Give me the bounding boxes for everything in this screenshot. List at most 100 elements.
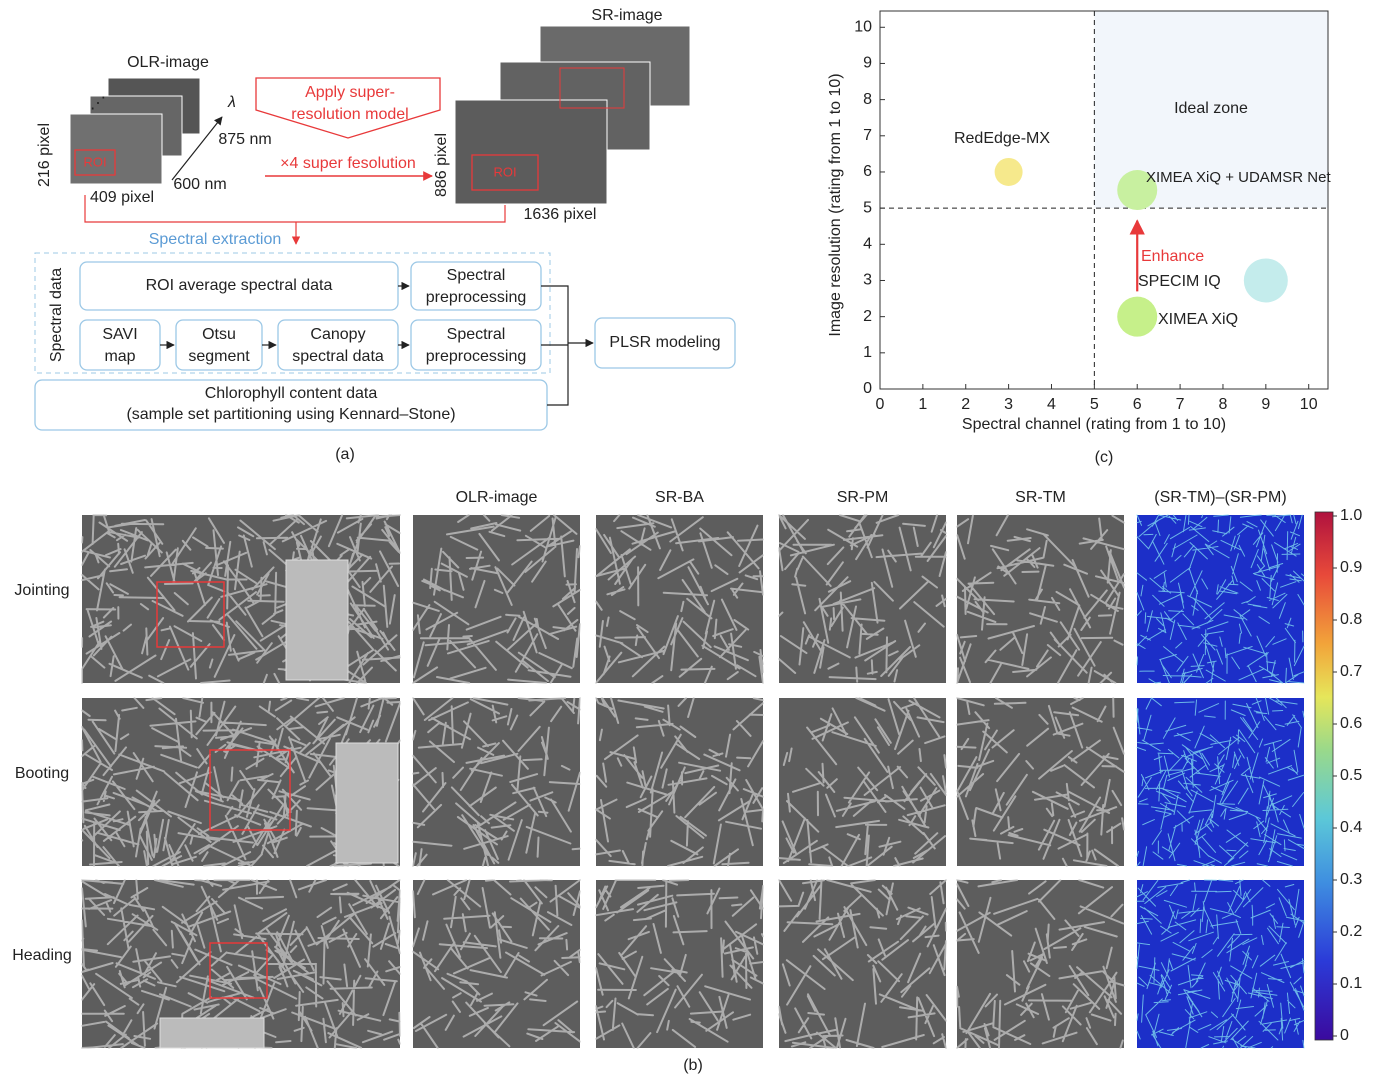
point-label: RedEdge-MX	[954, 130, 1050, 147]
wavelength-label: 600 nm	[173, 176, 226, 193]
panel-b: (b) OLR-image SR-BA SR-PM SR-TM (SR-TM)–(SR-…	[12, 489, 1362, 1074]
box-text: Chlorophyll content data	[205, 385, 378, 402]
caption: (c)	[1095, 449, 1114, 466]
box-text: Spectral	[447, 267, 506, 284]
y-tick-label: 6	[863, 163, 872, 180]
colorbar	[1315, 512, 1333, 1040]
x-tick-label: 3	[1004, 396, 1013, 413]
colorbar-tick-label: 0.9	[1340, 559, 1362, 576]
image-layer	[70, 114, 162, 184]
y-tick-label: 0	[863, 380, 872, 397]
y-tick-label: 8	[863, 91, 872, 108]
x-tick-label: 4	[1047, 396, 1056, 413]
row-label: Heading	[12, 947, 72, 964]
point	[1117, 297, 1157, 337]
olr-stack: ROI ⋰	[70, 78, 200, 184]
point	[995, 158, 1023, 186]
point-label: SPECIM IQ	[1138, 273, 1221, 290]
colorbar-tick-label: 0.1	[1340, 975, 1362, 992]
colorbar-tick-label: 0.3	[1340, 871, 1362, 888]
point	[1244, 258, 1288, 302]
colorbar-tick-label: 1.0	[1340, 507, 1362, 524]
model-text: Apply super-	[305, 84, 395, 101]
y-tick-label: 4	[863, 236, 872, 253]
extraction-label: Spectral extraction	[149, 231, 282, 248]
box-text: Otsu	[202, 326, 236, 343]
caption: (b)	[683, 1057, 703, 1074]
scale-text: ×4 super fesolution	[280, 155, 416, 172]
x-axis-label: Spectral channel (rating from 1 to 10)	[962, 416, 1226, 433]
point-label: XIMEA XiQ	[1158, 311, 1238, 328]
y-tick-label: 5	[863, 199, 872, 216]
x-tick-label: 10	[1300, 396, 1318, 413]
colorbar-tick-label: 0.2	[1340, 923, 1362, 940]
box-text: map	[104, 348, 135, 365]
x-tick-label: 6	[1133, 396, 1142, 413]
box-text: preprocessing	[426, 348, 527, 365]
x-tick-label: 1	[918, 396, 927, 413]
annotation: Ideal zone	[1174, 100, 1248, 117]
page: ROI ⋰ OLR-image 216 pixel 409 pixel λ 87…	[0, 0, 1384, 1087]
y-tick-label: 10	[854, 18, 872, 35]
column-header: OLR-image	[456, 489, 538, 506]
box-text: ROI average spectral data	[146, 277, 333, 294]
x-tick-label: 8	[1219, 396, 1228, 413]
color-card	[286, 560, 348, 680]
column-header: SR-TM	[1015, 489, 1066, 506]
box-text: spectral data	[292, 348, 384, 365]
dim-label: 216 pixel	[36, 123, 53, 187]
panel-c: Ideal zone Enhance (c) Spectral channel …	[827, 11, 1331, 466]
box-text: (sample set partitioning using Kennard–S…	[126, 406, 455, 423]
panel-a: ROI ⋰ OLR-image 216 pixel 409 pixel λ 87…	[35, 7, 735, 463]
x-tick-label: 2	[961, 396, 970, 413]
colorbar-tick-label: 0.6	[1340, 715, 1362, 732]
row-label: Jointing	[14, 582, 69, 599]
dim-label: 409 pixel	[90, 189, 154, 206]
model-text: resolution model	[291, 106, 408, 123]
colorbar-tick-label: 0	[1340, 1027, 1349, 1044]
x-tick-label: 0	[876, 396, 885, 413]
box-text: segment	[188, 348, 250, 365]
sr-title: SR-image	[591, 7, 662, 24]
y-axis-label: Image resolution (rating from 1 to 10)	[827, 73, 844, 336]
x-tick-label: 9	[1261, 396, 1270, 413]
y-tick-label: 3	[863, 272, 872, 289]
x-tick-label: 7	[1176, 396, 1185, 413]
box-text: Canopy	[310, 326, 365, 343]
roi-label: ROI	[493, 164, 516, 179]
ellipsis: ⋰	[90, 95, 106, 112]
y-tick-label: 1	[863, 344, 872, 361]
x-tick-label: 5	[1090, 396, 1099, 413]
roi-label: ROI	[83, 154, 106, 169]
colorbar-tick-label: 0.5	[1340, 767, 1362, 784]
dim-label: 886 pixel	[433, 133, 450, 197]
row-label: Booting	[15, 765, 69, 782]
figure: ROI ⋰ OLR-image 216 pixel 409 pixel λ 87…	[0, 0, 1384, 1082]
lambda-label: λ	[227, 94, 236, 111]
column-header: (SR-TM)–(SR-PM)	[1154, 489, 1286, 506]
image	[957, 880, 1124, 1048]
olr-title: OLR-image	[127, 54, 209, 71]
y-tick-label: 7	[863, 127, 872, 144]
colorbar-tick-label: 0.8	[1340, 611, 1362, 628]
box-text: SAVI	[102, 326, 137, 343]
y-tick-label: 9	[863, 55, 872, 72]
annotation: Enhance	[1141, 248, 1204, 265]
box-text: PLSR modeling	[609, 334, 720, 351]
colorbar-tick-label: 0.7	[1340, 663, 1362, 680]
dim-label: 1636 pixel	[524, 206, 597, 223]
column-header: SR-BA	[655, 489, 704, 506]
group-label: Spectral data	[48, 268, 65, 362]
image-layer	[455, 100, 607, 204]
point-label: XIMEA XiQ + UDAMSR Net	[1146, 169, 1331, 186]
box-text: preprocessing	[426, 289, 527, 306]
colorbar-tick-label: 0.4	[1340, 819, 1362, 836]
color-card	[336, 743, 398, 863]
column-header: SR-PM	[837, 489, 889, 506]
color-card	[160, 1018, 264, 1048]
y-tick-label: 2	[863, 308, 872, 325]
wavelength-label: 875 nm	[218, 131, 271, 148]
box-text: Spectral	[447, 326, 506, 343]
caption: (a)	[335, 446, 355, 463]
difference-map	[1137, 698, 1304, 866]
